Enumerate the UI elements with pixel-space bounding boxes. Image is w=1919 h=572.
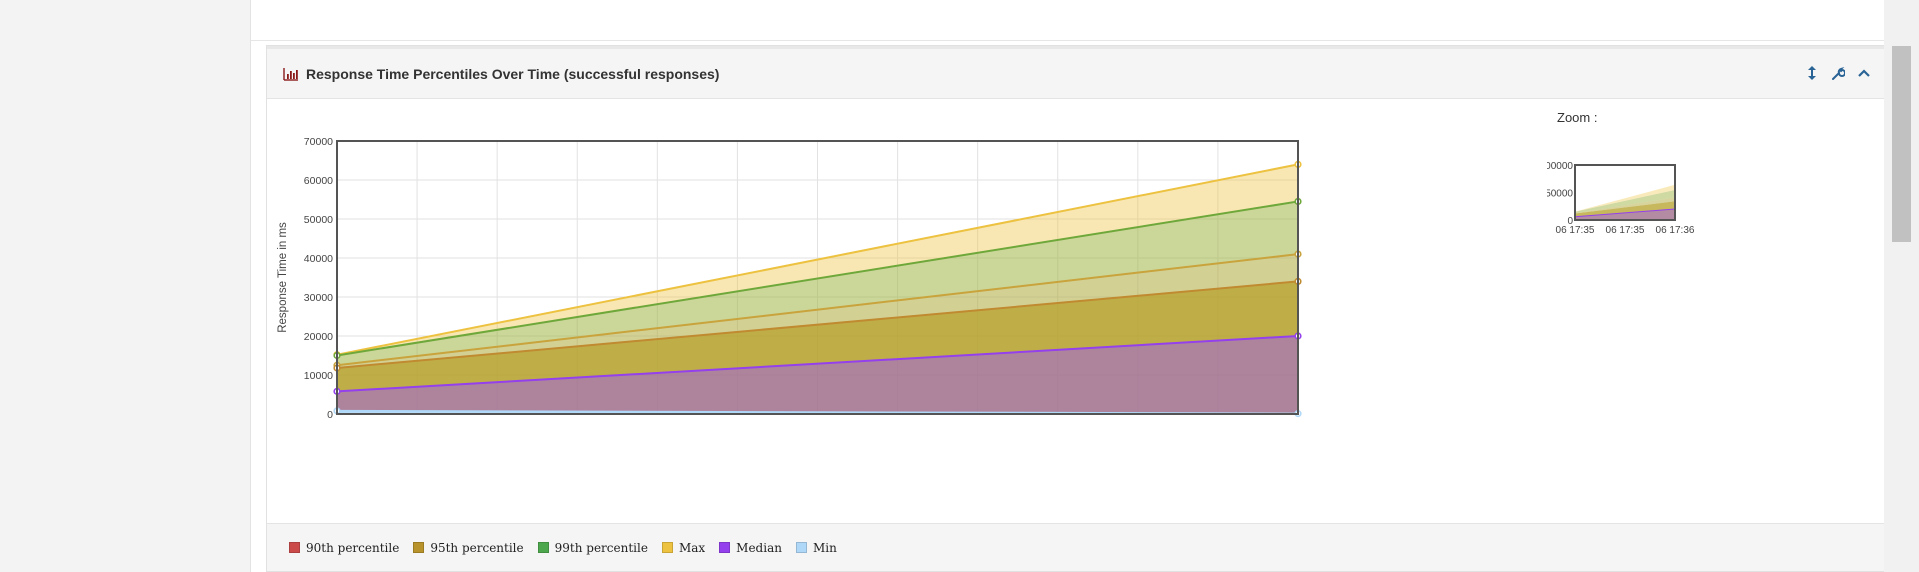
zoom-area xyxy=(1575,190,1675,214)
resize-vertical-icon[interactable] xyxy=(1805,65,1819,81)
y-tick-label: 10000 xyxy=(304,370,333,382)
response-time-percentiles-panel: Response Time Percentiles Over Time (suc… xyxy=(266,45,1886,572)
series-line-median xyxy=(336,335,1299,393)
legend-label: Max xyxy=(678,540,706,555)
percentiles-area-chart[interactable]: 0 10000 20000 30000 40000 50000 60000 70000 06 1… xyxy=(267,99,1617,419)
zoom-label: Zoom : xyxy=(1557,110,1598,125)
area-median xyxy=(337,336,1298,414)
legend-item-95th-percentile[interactable]: 95th percentile xyxy=(413,540,524,555)
zoom-y-tick-label: 100000 xyxy=(1547,161,1573,172)
area-90th-percentile xyxy=(337,281,1298,392)
series-line-90th-percentile xyxy=(336,280,1299,369)
zoom-area xyxy=(1575,201,1675,217)
series-line-95th-percentile xyxy=(336,253,1299,367)
legend-item-99th-percentile[interactable]: 99th percentile xyxy=(537,540,648,555)
zoom-area xyxy=(1575,209,1675,220)
y-tick-label: 30000 xyxy=(304,292,333,304)
y-tick-label: 40000 xyxy=(304,253,333,265)
panel-title-text: Response Time Percentiles Over Time (suc… xyxy=(306,66,720,82)
series-line-max xyxy=(336,163,1299,356)
top-panel-strip xyxy=(251,0,1885,41)
y-tick-label: 70000 xyxy=(304,136,333,148)
zoom-y-tick-label: 0 xyxy=(1567,216,1573,227)
main-content: Response Time Percentiles Over Time (suc… xyxy=(250,0,1886,572)
legend-item-median[interactable]: Median xyxy=(719,541,782,555)
legend-label: 95th percentile xyxy=(430,540,524,555)
legend-swatch xyxy=(719,542,731,553)
zoom-median-line xyxy=(1574,208,1676,218)
area-99th-percentile xyxy=(337,201,1298,366)
left-gutter xyxy=(0,0,250,572)
plot-frame xyxy=(336,140,1299,415)
y-tick-label: 0 xyxy=(327,409,333,419)
legend-label: 99th percentile xyxy=(554,540,648,555)
zoom-area xyxy=(1575,184,1675,212)
scrollbar-thumb[interactable] xyxy=(1892,46,1911,242)
legend-label: Min xyxy=(812,540,837,555)
panel-heading: Response Time Percentiles Over Time (suc… xyxy=(267,46,1885,99)
wrench-icon[interactable] xyxy=(1831,65,1845,81)
series-line-99th-percentile xyxy=(336,200,1299,357)
y-tick-label: 50000 xyxy=(304,214,333,226)
zoom-frame xyxy=(1574,164,1676,221)
legend-swatch xyxy=(413,542,425,553)
zoom-y-tick-label: 50000 xyxy=(1547,189,1573,200)
y-tick-label: 20000 xyxy=(304,331,333,343)
legend-swatch xyxy=(795,542,807,553)
page-scrollbar[interactable] xyxy=(1884,0,1919,572)
chart-legend: 90th percentile 95th percentile 99th perce… xyxy=(267,523,1885,571)
legend-swatch xyxy=(289,542,300,553)
y-axis-label: Response Time in ms xyxy=(277,222,289,333)
chevron-up-icon[interactable] xyxy=(1857,65,1871,81)
zoom-x-tick-label: 06 17:36 xyxy=(1656,225,1695,236)
panel-title: Response Time Percentiles Over Time (suc… xyxy=(283,66,719,82)
zoom-x-tick-label: 06 17:35 xyxy=(1606,225,1645,236)
legend-item-90th-percentile[interactable]: 90th percentile xyxy=(289,541,399,555)
legend-swatch xyxy=(661,542,673,553)
y-tick-label: 60000 xyxy=(304,175,333,187)
bar-chart-icon xyxy=(283,67,298,81)
zoom-x-tick-label: 06 17:35 xyxy=(1556,225,1595,236)
legend-item-min[interactable]: Min xyxy=(795,540,837,555)
panel-tools xyxy=(1805,65,1871,81)
legend-swatch xyxy=(537,542,549,553)
zoom-area xyxy=(1575,197,1675,214)
legend-label: Median xyxy=(736,540,782,555)
legend-item-max[interactable]: Max xyxy=(661,540,706,555)
legend-label: 90th percentile xyxy=(306,540,400,555)
